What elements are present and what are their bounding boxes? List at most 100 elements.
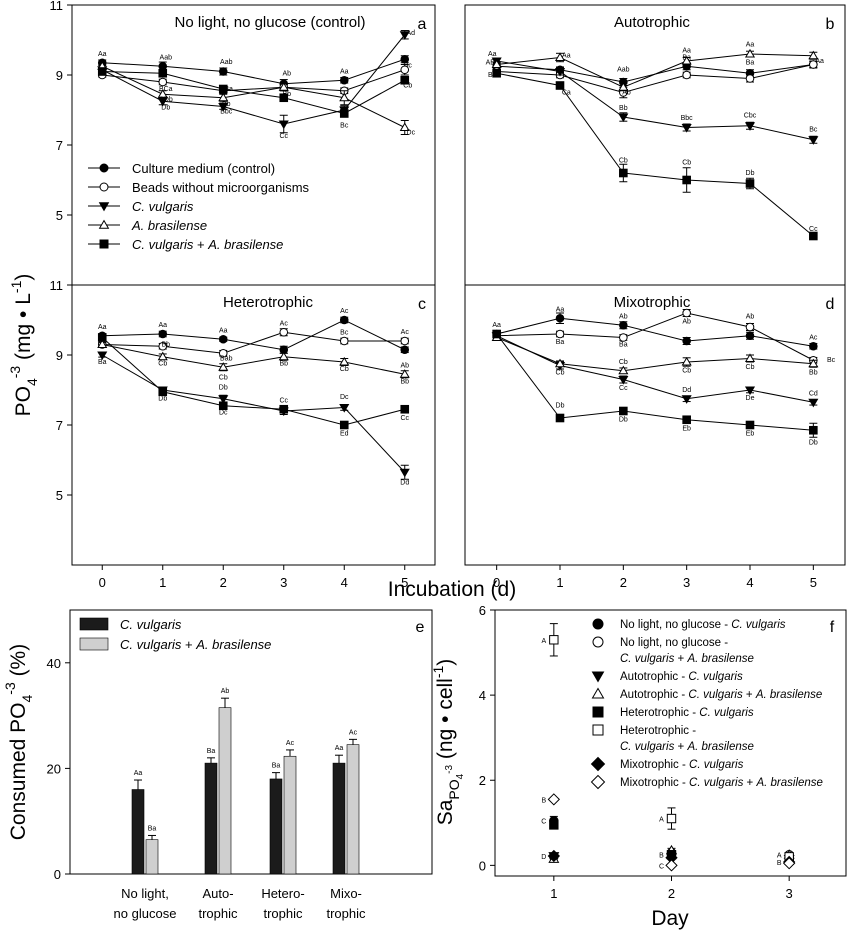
series-line (101, 354, 406, 473)
panel-frame (71, 284, 436, 566)
data-label: Eb (682, 425, 691, 432)
panel-e: 0 20 40 Aa Ba Ba Aa Ba Ab Ac Ac No light, no glucose… (47, 609, 433, 921)
data-label: Bc (340, 330, 349, 337)
legend-label: C. vulgaris + A. brasilense (620, 653, 754, 665)
category-label: Mixo- (330, 886, 362, 901)
data-point (682, 415, 691, 425)
y-tick-label: 5 (56, 208, 63, 223)
data-point (97, 351, 108, 361)
data-label: Bbc (220, 109, 233, 116)
data-point (218, 395, 229, 404)
series-line (496, 333, 814, 431)
data-point (158, 77, 168, 87)
series-line (496, 60, 814, 141)
series: Ba Db Cc Dc Dd (97, 351, 410, 487)
series: Aa Aa Aa Ac (97, 308, 410, 355)
data-label: A (777, 853, 782, 860)
bar (332, 762, 346, 875)
category-label: trophic (263, 906, 303, 921)
data-point (491, 59, 502, 69)
panel-frame (464, 284, 846, 566)
data-point (681, 356, 692, 366)
data-label: Bc (809, 127, 818, 134)
series: Db Bbc Cc Ad (97, 30, 415, 140)
y-tick-label: 11 (50, 278, 64, 293)
data-point (279, 93, 289, 103)
category-label: trophic (198, 906, 238, 921)
series-line (496, 337, 814, 372)
series: Cb Cb Bb Cb Ab Bb (97, 339, 410, 386)
data-label: Aa (158, 322, 167, 329)
data-point (554, 52, 566, 62)
series-line (102, 69, 405, 92)
y-tick-label: 6 (479, 603, 486, 618)
data-label: Bb (161, 341, 170, 348)
data-point (809, 425, 818, 435)
consumed-axis-label: Consumed PO4-3 (%) (2, 644, 35, 840)
data-point (278, 82, 289, 91)
x-tick-label: 4 (746, 575, 753, 590)
data-label: Aa (815, 58, 824, 65)
panel-letter: b (826, 16, 835, 33)
series: ABa Ab (486, 60, 818, 99)
data-label: Aa (488, 51, 497, 58)
x-tick-label: 1 (550, 886, 557, 901)
data-point (554, 67, 566, 77)
data-point (555, 313, 565, 323)
category-label: Hetero- (261, 886, 304, 901)
x-tick-label: 2 (620, 575, 627, 590)
data-point (158, 329, 168, 339)
data-label: Db (161, 104, 170, 111)
data-label: Cbc (744, 113, 757, 120)
legend-panel-a: Culture medium (control) Beads without mi… (88, 161, 310, 252)
x-tick-label: 3 (786, 886, 793, 901)
legend-label: Mixotrophic - C. vulgaris + A. brasilens… (620, 777, 823, 789)
data-label: BCa (159, 86, 173, 93)
bar (145, 839, 159, 875)
data-label: Cb (340, 366, 349, 373)
data-label: Ac (280, 320, 289, 327)
data-point (400, 336, 410, 346)
data-label: Db (619, 417, 628, 424)
data-label: Ac (809, 334, 818, 341)
series: AaAaAbBcAc (492, 306, 818, 351)
panel-frame (494, 609, 847, 877)
data-point (547, 849, 561, 863)
data-label: Ba (98, 359, 107, 366)
data-label: Cb (619, 359, 628, 366)
data-label: D (541, 854, 546, 861)
data-point (809, 231, 818, 241)
data-point (619, 168, 628, 178)
data-point (618, 113, 629, 123)
data-point (218, 401, 228, 411)
series-line (102, 65, 405, 128)
data-label: Aa (746, 41, 755, 48)
y-tick-label: 7 (56, 418, 63, 433)
legend-marker (99, 239, 109, 249)
x-tick-label: 4 (341, 575, 348, 590)
data-point (555, 81, 565, 90)
data-point (97, 333, 107, 342)
series: Ba Ca Cb Cb Db Cc (488, 68, 818, 241)
data-point (399, 122, 410, 132)
data-label: Cb (746, 364, 755, 371)
data-label: ABa (486, 60, 499, 67)
bar-label: Ab (221, 688, 230, 695)
y-tick-label: 2 (479, 773, 486, 788)
data-point (399, 31, 410, 40)
data-label: Ba (619, 341, 628, 348)
data-label: A (541, 638, 546, 645)
data-point (279, 327, 289, 337)
data-label: Cc (809, 226, 818, 233)
bar (283, 755, 297, 875)
x-tick-label: 3 (280, 575, 287, 590)
data-point (339, 403, 350, 413)
data-label: Ab (746, 313, 755, 320)
series: Cb Cb Cb Cb Bc Bb (491, 332, 836, 376)
bar (218, 707, 232, 875)
data-label: Aa (219, 327, 228, 334)
data-label: Aa (98, 324, 107, 331)
bar (131, 789, 145, 875)
data-point (218, 348, 228, 358)
data-point (399, 468, 410, 478)
